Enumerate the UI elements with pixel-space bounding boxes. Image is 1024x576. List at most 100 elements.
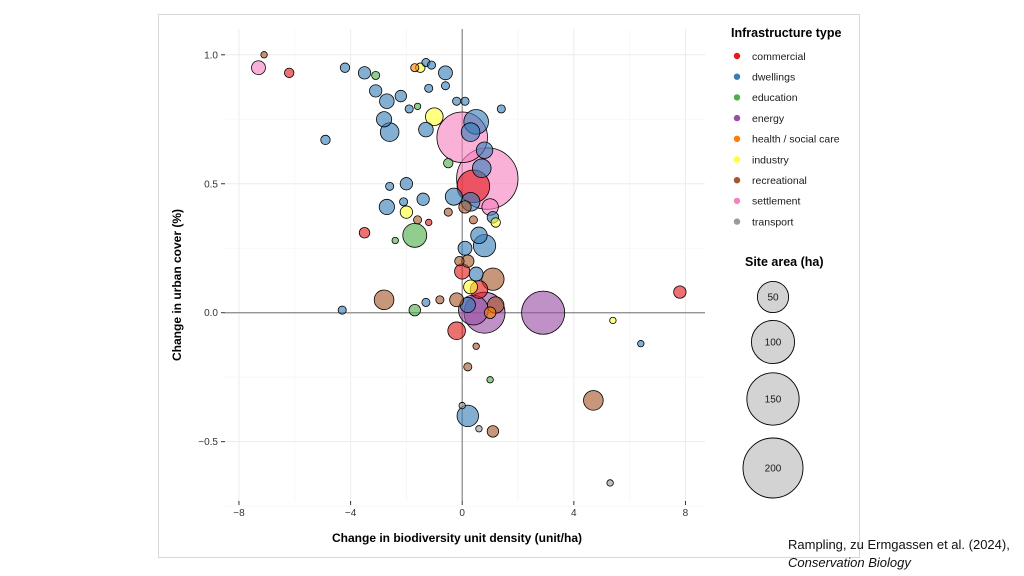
x-tick-label: −4 xyxy=(345,508,357,519)
x-axis-title: Change in biodiversity unit density (uni… xyxy=(332,531,582,545)
data-point-dwellings xyxy=(470,226,488,244)
data-point-settlement xyxy=(251,60,266,76)
citation-authors: Rampling, zu Ermgassen et al. (2024), xyxy=(788,537,1010,552)
data-point-dwellings xyxy=(424,83,434,93)
data-point-recreational xyxy=(435,295,445,305)
legend-label-dwellings: dwellings xyxy=(752,72,795,84)
data-point-dwellings xyxy=(440,81,450,91)
data-point-commercial xyxy=(358,227,371,239)
data-point-dwellings xyxy=(456,404,479,428)
size-legend-circle-200 xyxy=(742,437,804,499)
data-point-dwellings xyxy=(385,181,395,191)
y-axis-title: Change in urban cover (%) xyxy=(170,209,184,361)
legend-swatch-health xyxy=(733,135,741,142)
legend-swatch-commercial xyxy=(733,52,741,60)
data-point-dwellings xyxy=(416,192,430,206)
data-point-energy xyxy=(521,290,566,335)
x-tick-label: 4 xyxy=(571,508,577,519)
data-point-industry xyxy=(425,107,444,126)
data-point-dwellings xyxy=(337,305,347,315)
data-point-dwellings xyxy=(438,65,453,81)
data-point-dwellings xyxy=(444,187,463,206)
data-point-recreational xyxy=(472,342,480,350)
x-tick-label: 0 xyxy=(459,508,465,519)
data-point-health xyxy=(410,63,420,73)
size-legend-title: Site area (ha) xyxy=(745,255,824,269)
data-point-dwellings xyxy=(399,177,413,191)
data-point-recreational xyxy=(463,362,473,372)
data-point-education xyxy=(413,102,422,111)
legend-swatch-settlement xyxy=(733,197,741,205)
chart-svg: −8 −4 0 4 8 −0.5 0.0 0.5 1.0 Change in biodivers… xyxy=(170,26,841,545)
data-point-industry xyxy=(399,205,413,219)
data-point-dwellings xyxy=(637,340,645,348)
data-point-commercial xyxy=(447,321,466,340)
size-legend: Site area (ha) 50 100 150 200 xyxy=(742,255,824,499)
data-point-recreational xyxy=(413,215,423,225)
legend-label-energy: energy xyxy=(752,113,785,125)
legend-label-transport: transport xyxy=(752,216,794,228)
data-point-dwellings xyxy=(394,89,407,103)
data-point-dwellings xyxy=(378,198,395,216)
data-point-dwellings xyxy=(421,297,431,307)
data-point-industry xyxy=(609,316,617,325)
size-legend-circle-50 xyxy=(756,280,790,314)
y-tick-label: −0.5 xyxy=(198,437,218,448)
data-point-transport xyxy=(458,401,466,410)
y-tick-label: 0.5 xyxy=(204,179,218,190)
data-point-recreational xyxy=(443,207,453,217)
size-legend-circle-150 xyxy=(746,372,800,426)
size-legend-label-50: 50 xyxy=(767,293,779,304)
data-point-dwellings xyxy=(460,96,470,106)
data-point-dwellings xyxy=(471,158,492,179)
data-point-industry xyxy=(490,217,501,228)
size-legend-circle-100 xyxy=(750,319,796,365)
data-point-recreational xyxy=(583,390,604,411)
data-point-recreational xyxy=(468,215,478,225)
data-point-dwellings xyxy=(460,122,481,142)
data-point-dwellings xyxy=(376,111,393,128)
legend-label-commercial: commercial xyxy=(752,51,806,63)
data-point-dwellings xyxy=(357,66,372,80)
data-point-dwellings xyxy=(399,197,409,207)
data-point-commercial xyxy=(425,218,433,227)
x-tick-label: −8 xyxy=(233,508,245,519)
legend-label-industry: industry xyxy=(752,154,790,166)
legend-label-recreational: recreational xyxy=(752,175,807,187)
data-point-health xyxy=(483,306,497,319)
legend-swatch-recreational xyxy=(733,177,741,184)
legend-swatch-energy xyxy=(733,114,741,122)
data-point-dwellings xyxy=(404,104,414,114)
citation-journal: Conservation Biology xyxy=(788,555,911,570)
data-point-dwellings xyxy=(320,134,331,146)
data-point-recreational xyxy=(260,51,268,59)
data-point-education xyxy=(486,376,494,384)
legend-swatch-dwellings xyxy=(733,73,741,80)
y-tick-label: 0.0 xyxy=(204,308,218,319)
legend-label-settlement: settlement xyxy=(752,196,801,208)
data-point-education xyxy=(408,303,421,317)
size-legend-label-100: 100 xyxy=(765,338,782,349)
size-legend-label-200: 200 xyxy=(765,464,782,475)
data-point-dwellings xyxy=(379,93,395,109)
data-point-dwellings xyxy=(457,240,473,256)
axes: −8 −4 0 4 8 −0.5 0.0 0.5 1.0 xyxy=(198,50,688,519)
x-tick-label: 8 xyxy=(683,508,689,519)
legend-label-health: health / social care xyxy=(752,134,840,146)
data-point-transport xyxy=(606,479,614,487)
data-point-dwellings xyxy=(418,121,434,138)
color-legend: Infrastructure type commercial dwellings e… xyxy=(731,26,841,228)
citation: Rampling, zu Ermgassen et al. (2024), Co… xyxy=(788,536,1024,572)
data-point-dwellings xyxy=(452,96,462,106)
data-point-recreational xyxy=(373,289,395,311)
size-legend-label-150: 150 xyxy=(765,395,782,406)
data-point-commercial xyxy=(673,285,687,299)
data-point-industry xyxy=(463,279,478,295)
legend-swatch-industry xyxy=(733,156,741,163)
data-points xyxy=(251,51,687,487)
data-point-education xyxy=(443,157,454,169)
legend-swatch-transport xyxy=(733,218,741,225)
data-point-recreational xyxy=(481,267,505,291)
data-point-dwellings xyxy=(427,60,436,70)
data-point-recreational xyxy=(449,292,464,308)
